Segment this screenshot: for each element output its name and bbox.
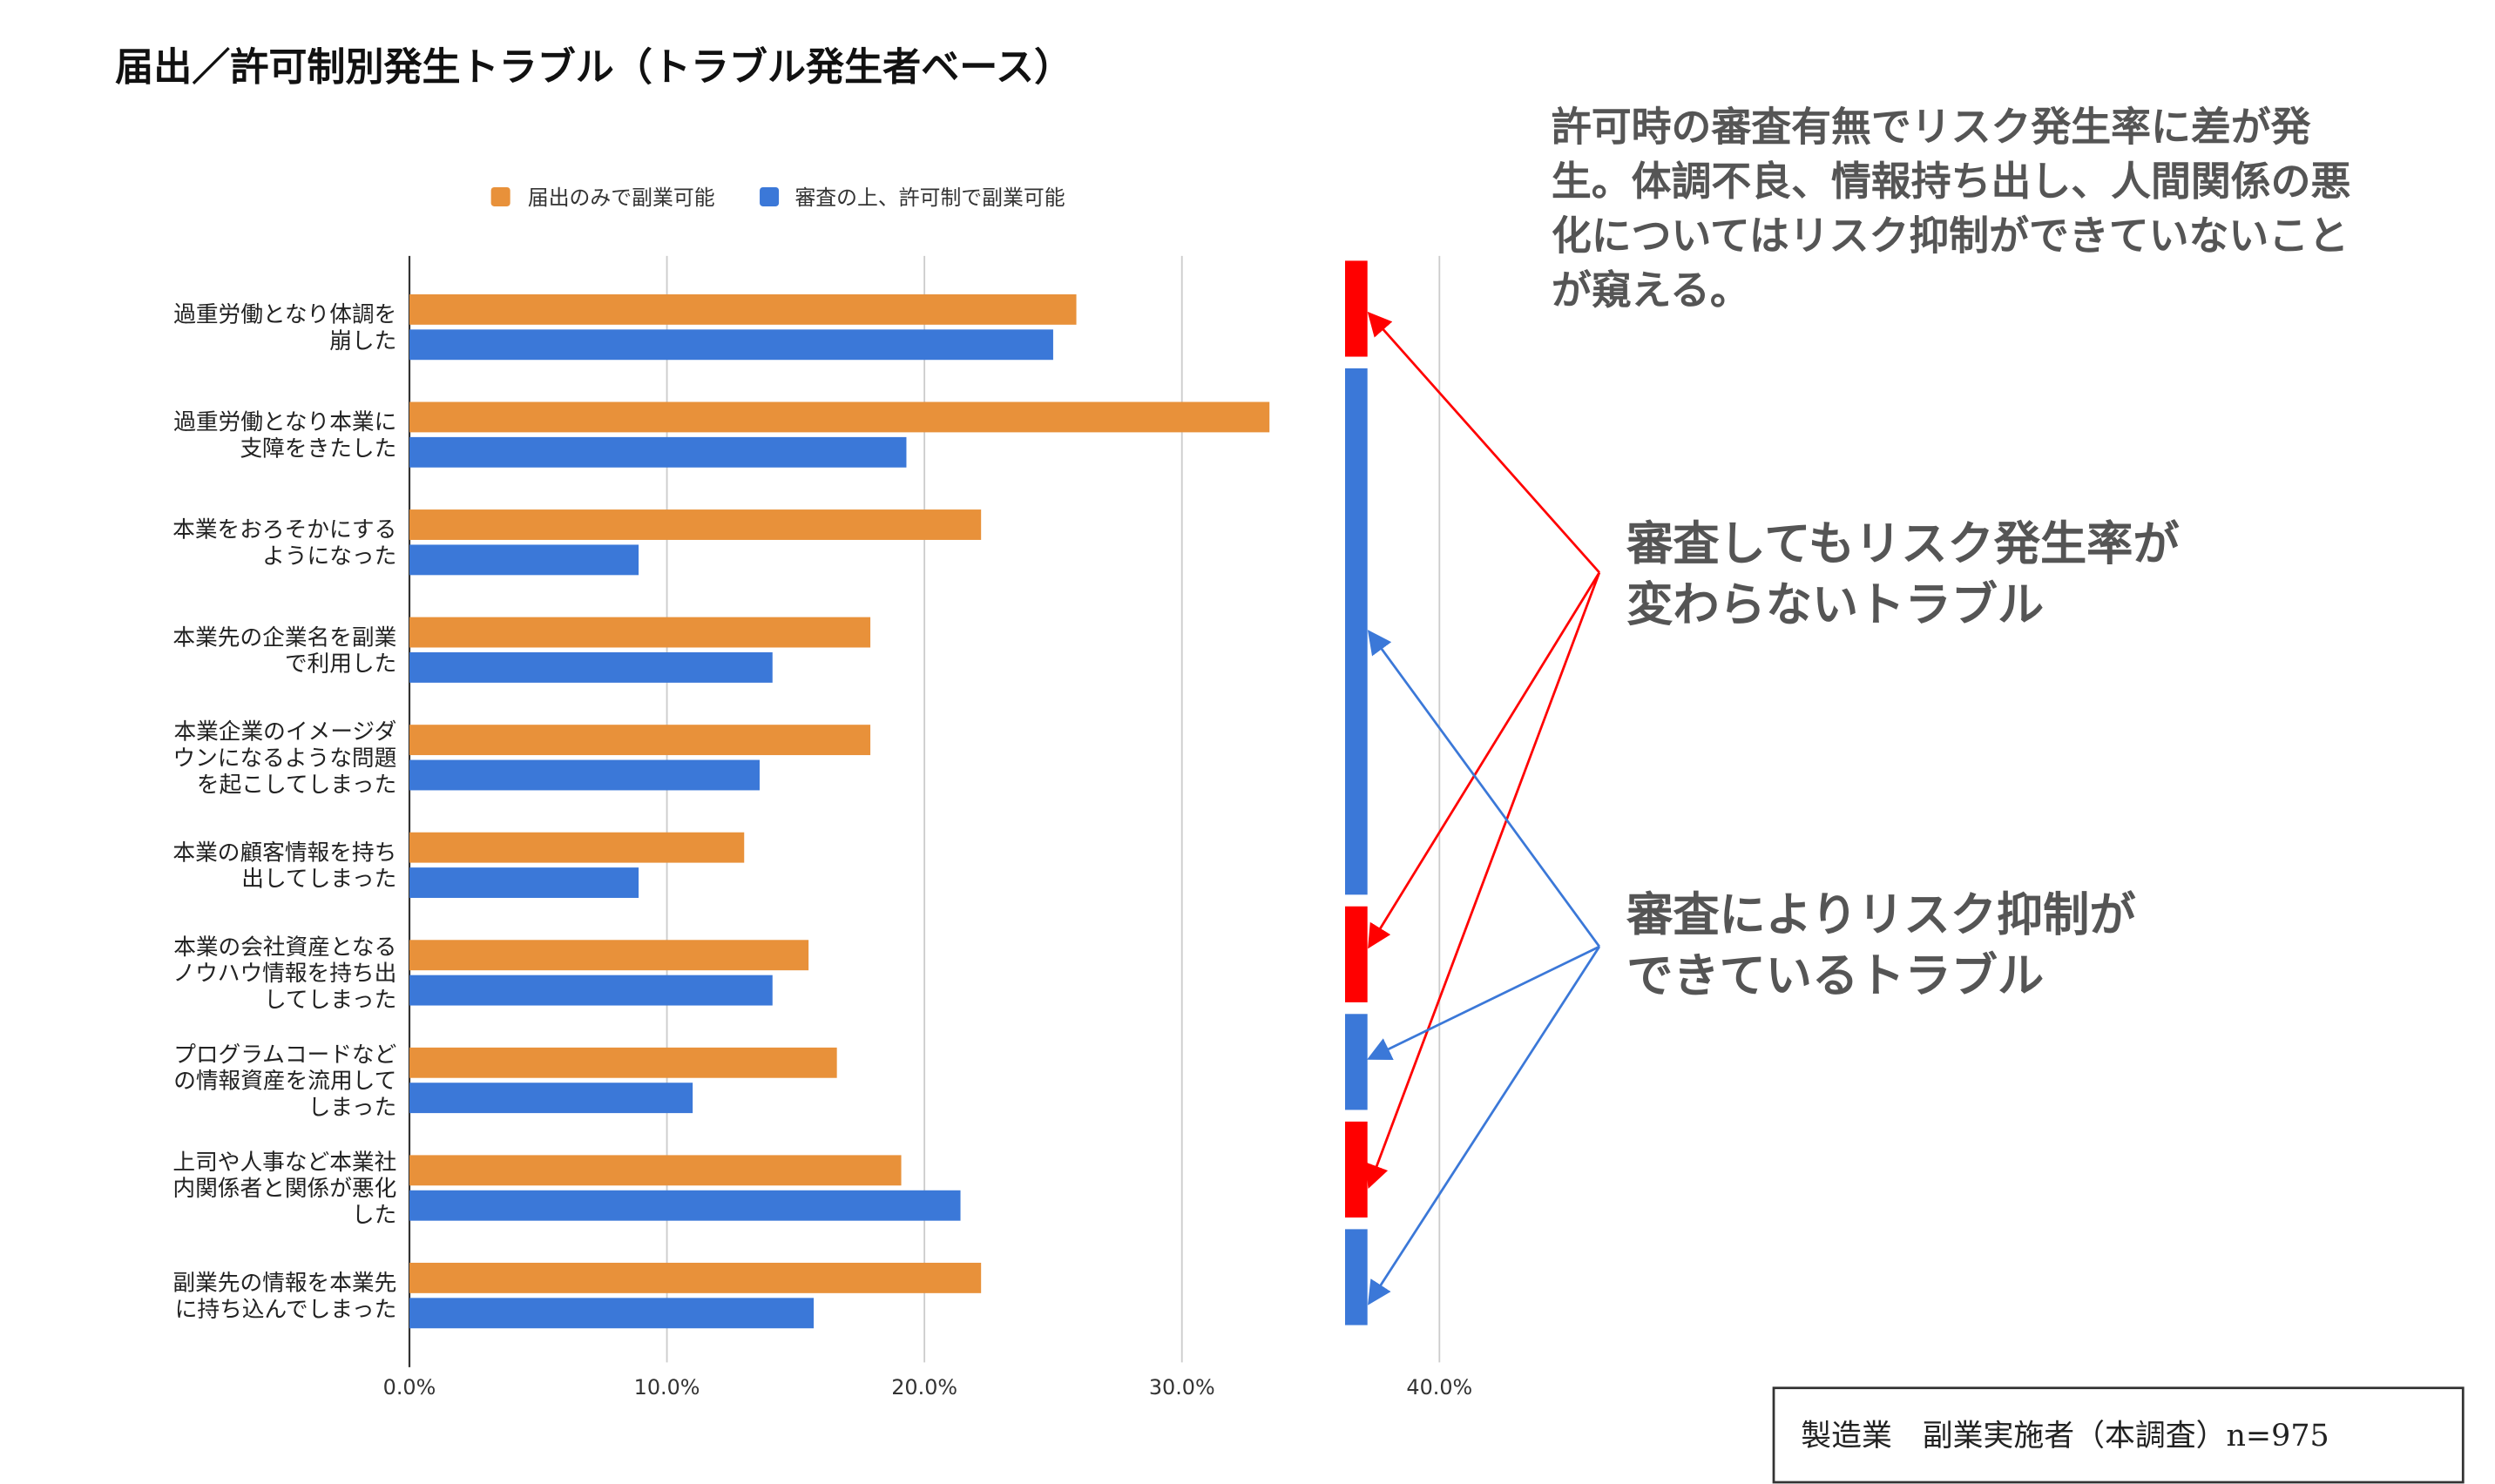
sample-box-text: 製造業 副業実施者（本調査）n=975 <box>1801 1419 2329 1454</box>
bar-review-10 <box>409 1298 815 1329</box>
category-label: 本業先の企業名を副業 <box>172 624 396 651</box>
unchanged-line-1: 審査してもリスク発生率が <box>1626 516 2180 571</box>
category-label: 本業の会社資産となる <box>173 934 396 961</box>
x-tick-label: 30.0% <box>1149 1375 1215 1400</box>
summary-line-2: 生。体調不良、情報持ち出し、人間関係の悪 <box>1552 158 2351 205</box>
category-label: 本業企業のイメージダ <box>173 719 396 745</box>
suppressed-line-2: できているトラブル <box>1626 948 2044 1002</box>
group-marker-3 <box>1344 906 1368 1002</box>
category-label: 本業をおろそかにする <box>172 517 396 543</box>
bar-review-3 <box>409 544 639 576</box>
x-tick-label: 40.0% <box>1406 1375 1472 1400</box>
group-marker-2 <box>1344 368 1368 895</box>
bar-review-1 <box>409 329 1053 361</box>
annotation-suppressed: 審査によりリスク抑制が できているトラブル <box>1626 887 2136 1003</box>
bar-notify-3 <box>409 509 982 540</box>
category-label: した <box>352 1203 396 1229</box>
sample-box: 製造業 副業実施者（本調査）n=975 <box>1772 1386 2465 1484</box>
red-arrow-3 <box>1365 571 1601 1189</box>
category-label: プログラムコードなど <box>173 1042 396 1068</box>
bar-notify-4 <box>409 617 871 648</box>
bar-review-6 <box>409 867 639 898</box>
summary-note: 許可時の審査有無でリスク発生率に差が発 生。体調不良、情報持ち出し、人間関係の悪… <box>1552 104 2351 314</box>
category-label: 崩した <box>329 328 396 354</box>
bar-review-7 <box>409 975 773 1006</box>
bar-notify-10 <box>409 1262 982 1293</box>
group-marker-4 <box>1344 1014 1368 1110</box>
category-label: 過重労働となり体調を <box>173 302 396 328</box>
category-label: 本業の顧客情報を持ち <box>172 840 396 866</box>
annotation-unchanged: 審査してもリスク発生率が 変わらないトラブル <box>1626 516 2180 632</box>
summary-line-3: 化についてはリスク抑制ができていないこと <box>1552 212 2349 260</box>
category-label: しまった <box>308 1095 397 1121</box>
legend-swatch-orange <box>490 186 510 206</box>
bar-review-4 <box>409 652 773 683</box>
red-arrow-2 <box>1368 571 1601 949</box>
bar-notify-6 <box>409 832 745 863</box>
legend: 届出のみで副業可能 審査の上、許可制で副業可能 <box>490 186 1065 210</box>
blue-arrows <box>1367 630 1601 1305</box>
bar-notify-9 <box>409 1155 902 1186</box>
category-label: を起こしてしまった <box>197 772 396 798</box>
category-label: の情報資産を流用して <box>173 1069 396 1095</box>
red-arrow-1 <box>1367 311 1600 574</box>
red-arrows <box>1365 311 1601 1189</box>
bar-notify-5 <box>409 725 871 756</box>
bar-notify-2 <box>409 401 1270 433</box>
bars <box>409 293 1270 1329</box>
bar-review-8 <box>409 1083 693 1114</box>
bar-review-2 <box>409 436 907 468</box>
category-label: 過重労働となり本業に <box>173 409 396 435</box>
x-tick-label: 10.0% <box>634 1375 700 1400</box>
category-label: 副業先の情報を本業先 <box>172 1271 396 1297</box>
category-label: 支障をきたした <box>240 435 396 462</box>
category-label: で利用した <box>285 651 396 678</box>
bar-notify-8 <box>409 1047 837 1078</box>
group-markers <box>1344 260 1368 1325</box>
category-label: 上司や人事など本業社 <box>172 1150 396 1176</box>
category-label: ウンになるような問題 <box>172 745 396 772</box>
x-tick-label: 0.0% <box>383 1375 436 1400</box>
category-label: ノウハウ情報を持ち出 <box>172 961 396 987</box>
group-marker-5 <box>1344 1121 1368 1218</box>
unchanged-line-2: 変わらないトラブル <box>1626 577 2044 631</box>
blue-arrow-1 <box>1367 630 1601 948</box>
x-tick-labels: 0.0% 10.0% 20.0% 30.0% 40.0% <box>383 1375 1473 1400</box>
legend-label-1: 届出のみで副業可能 <box>528 186 715 210</box>
x-tick-label: 20.0% <box>891 1375 957 1400</box>
summary-line-4: が窺える。 <box>1552 266 1750 314</box>
blue-arrow-3 <box>1368 946 1601 1305</box>
legend-swatch-blue <box>760 186 780 206</box>
bar-notify-1 <box>409 293 1077 325</box>
legend-label-2: 審査の上、許可制で副業可能 <box>794 186 1065 210</box>
bar-review-9 <box>409 1190 961 1221</box>
category-label: 内関係者と関係が悪化 <box>172 1176 396 1202</box>
blue-arrow-2 <box>1367 945 1600 1061</box>
category-label: 出してしまった <box>241 867 396 893</box>
group-marker-1 <box>1344 260 1368 357</box>
suppressed-line-1: 審査によりリスク抑制が <box>1626 887 2136 942</box>
category-label: してしまった <box>264 987 396 1013</box>
category-labels: 過重労働となり体調を崩した過重労働となり本業に支障をきたした本業をおろそかにする… <box>172 302 396 1323</box>
bar-review-5 <box>409 759 760 791</box>
group-marker-6 <box>1344 1229 1368 1325</box>
summary-line-1: 許可時の審査有無でリスク発生率に差が発 <box>1552 104 2311 151</box>
category-label: ようになった <box>262 543 396 570</box>
category-label: に持ち込んでしまった <box>175 1297 397 1323</box>
bar-notify-7 <box>409 940 809 971</box>
chart-title: 届出／許可制別発生トラブル（トラブル発生者ベース） <box>115 45 1072 90</box>
